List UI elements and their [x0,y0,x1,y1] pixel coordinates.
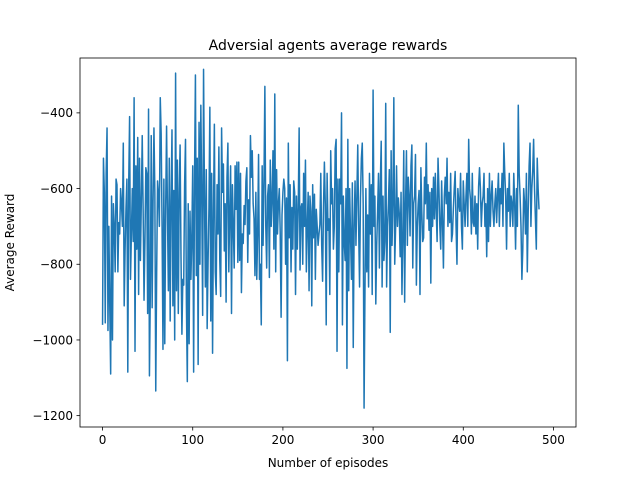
y-tick-label: −800 [40,258,73,272]
series-layer [101,68,540,409]
chart-title: Adversial agents average rewards [209,38,448,54]
x-axis: 0 100 200 300 400 500 [99,427,565,447]
y-tick-label: −1000 [32,333,73,347]
x-tick-label: 500 [542,433,565,447]
y-tick-label: −600 [40,182,73,196]
y-tick-label: −400 [40,106,73,120]
x-tick-label: 100 [181,433,204,447]
x-tick-label: 0 [99,433,107,447]
y-axis-label: Average Reward [3,194,17,292]
x-axis-label: Number of episodes [268,456,389,470]
x-tick-label: 200 [271,433,294,447]
axes-frame [79,57,577,428]
x-tick-label: 400 [452,433,475,447]
series-line-1 [101,68,540,409]
y-axis: −1200 −1000 −800 −600 −400 [32,106,80,423]
y-tick-label: −1200 [32,409,73,423]
x-tick-label: 300 [362,433,385,447]
